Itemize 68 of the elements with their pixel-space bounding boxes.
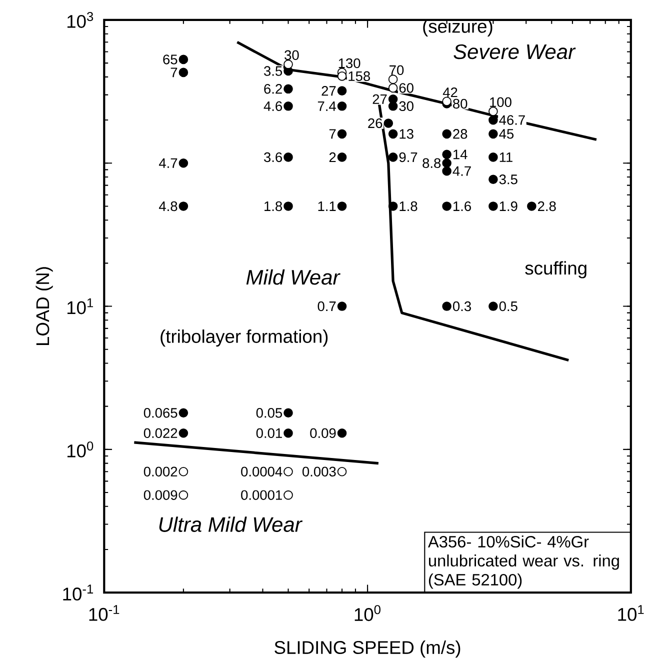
y-axis-title: LOAD (N): [36, 267, 54, 346]
annotation: (tribolayer formation): [160, 329, 328, 347]
annotation: 45: [499, 129, 514, 139]
annotation: 3.5: [264, 66, 282, 76]
annotation: 0.009: [144, 490, 178, 500]
annotation: 6.2: [264, 84, 282, 94]
annotation: 26: [368, 118, 382, 128]
annotation: 0.01: [256, 428, 282, 438]
annotation: 0.022: [144, 428, 178, 438]
annotation: scuffing: [525, 261, 587, 278]
annotation: 70: [390, 65, 404, 76]
annotation: 80: [453, 98, 468, 109]
y-tick-label: 10$^{0}$: [68, 441, 94, 458]
annotation: 4.8: [159, 201, 178, 212]
annotation: 2: [330, 152, 336, 162]
x-tick-label: 10$^{0}$: [355, 605, 381, 622]
annotation: 2.8: [538, 201, 556, 212]
annotation: 27: [322, 86, 336, 96]
annotation: 0.002: [144, 466, 178, 476]
y-tick-label: 10$^{-1}$: [63, 584, 94, 601]
annotation: 46.7: [499, 115, 526, 125]
annotation: 130: [339, 58, 360, 68]
y-tick-label: 10$^{3}$: [68, 12, 94, 28]
annotation: Mild Wear: [246, 269, 341, 285]
annotation: 100: [490, 97, 512, 108]
annotation: 0.0004: [241, 466, 282, 476]
annotation: 0.3: [453, 301, 472, 312]
annotation: 3.5: [500, 174, 518, 184]
annotation: 3.6: [264, 152, 282, 162]
annotation: 4.7: [452, 166, 472, 176]
annotation: 158: [348, 71, 370, 82]
annotation: 4.6: [264, 101, 282, 112]
annotation: 7: [330, 129, 336, 139]
annotation: 9.7: [400, 152, 418, 162]
annotation: 0.003: [302, 466, 336, 476]
annotation: 0.09: [310, 428, 336, 438]
annotation: 4.7: [159, 158, 178, 168]
annotation: 0.0001: [241, 490, 282, 500]
y-tick-label: 10$^{1}$: [68, 298, 94, 314]
annotation: Ultra Mild Wear: [160, 516, 303, 532]
annotation: 0.7: [318, 301, 336, 312]
annotation: 1.8: [264, 201, 282, 212]
x-tick-label: 10$^{1}$: [618, 605, 644, 621]
x-axis-title: SLIDING SPEED (m/s): [274, 640, 460, 658]
annotation: 60: [400, 83, 414, 93]
annotation: 42: [443, 87, 458, 98]
x-tick-label: 10$^{-1}$: [90, 605, 120, 621]
annotation: 0.065: [144, 408, 178, 418]
annotation: 65: [163, 54, 178, 64]
annotation: A356- 10%SiC- 4%Gr unlubricated wear vs. ring (SAE 52100): [428, 536, 620, 589]
annotation: 1.8: [400, 201, 418, 212]
annotation: (seizure): [423, 19, 492, 36]
annotation: Severe Wear: [454, 44, 576, 60]
annotation: 11: [500, 152, 513, 162]
annotation: 1.1: [318, 202, 336, 211]
annotation: 7: [171, 68, 178, 78]
annotation: 0.5: [500, 301, 518, 312]
annotation: 8.8: [422, 158, 441, 168]
annotation: 0.05: [256, 408, 282, 418]
annotation: 14: [454, 150, 468, 160]
annotation: 13: [400, 129, 414, 139]
annotation: 28: [453, 129, 468, 139]
annotation: 27: [373, 94, 387, 104]
annotation: 1.9: [500, 201, 518, 212]
annotation: 1.6: [454, 201, 472, 212]
annotation: 7.4: [318, 101, 336, 111]
annotation: 30: [284, 50, 300, 60]
annotation: 30: [399, 101, 414, 112]
